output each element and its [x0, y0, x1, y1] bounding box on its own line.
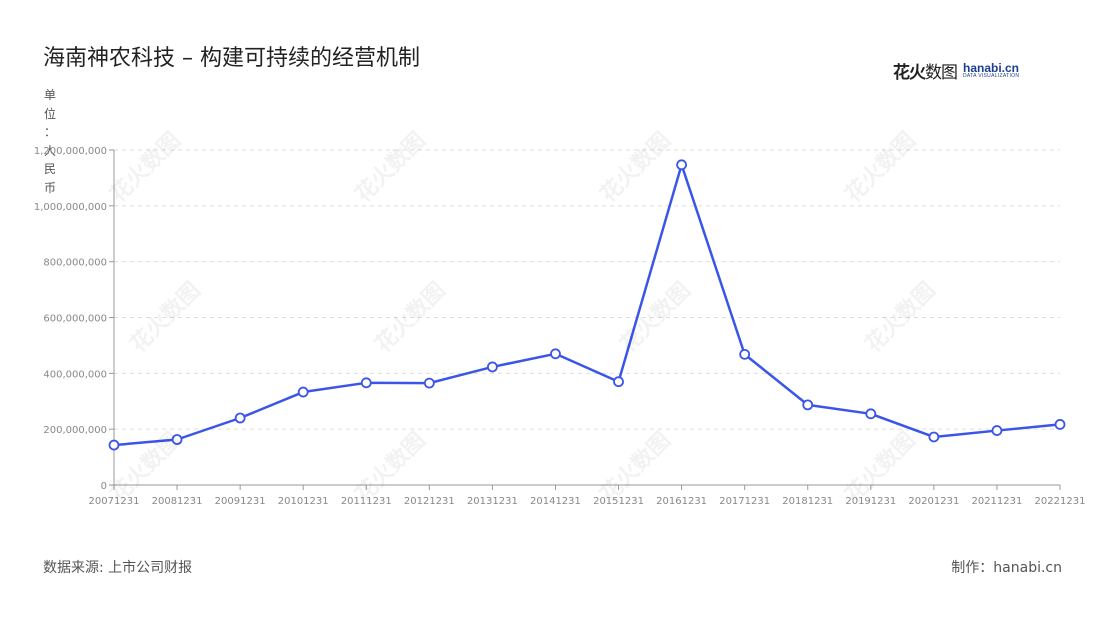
data-point[interactable] — [550, 348, 561, 360]
series-layer — [108, 159, 1066, 451]
data-point[interactable] — [234, 412, 246, 424]
data-point[interactable] — [676, 159, 687, 171]
x-tick-label: 20181231 — [782, 496, 833, 507]
y-tick-label: 400,000,000 — [43, 369, 107, 380]
x-tick-label: 20141231 — [530, 496, 581, 507]
data-point[interactable] — [1054, 419, 1066, 430]
x-tick-label: 20151231 — [593, 496, 644, 507]
data-point[interactable] — [613, 376, 624, 388]
maker-credit: 制作：hanabi.cn — [951, 560, 1062, 576]
series-line — [113, 163, 1061, 447]
y-axis-ticks: 0 200,000,000 400,000,000 600,000,000 800,00… — [34, 146, 115, 492]
logo-en-word: hanabi.cn — [963, 61, 1020, 75]
x-tick-label: 20111231 — [341, 496, 392, 507]
data-point[interactable] — [928, 431, 940, 443]
x-tick-label: 20071231 — [89, 496, 140, 507]
x-tick-label: 20191231 — [845, 496, 896, 507]
chart-title: 海南神农科技 – 构建可持续的经营机制 — [43, 46, 420, 71]
x-tick-label: 20101231 — [278, 496, 329, 507]
logo-cn-thin: 数图 — [925, 63, 958, 83]
x-tick-label: 20161231 — [656, 496, 707, 507]
x-tick-label: 20201231 — [908, 496, 959, 507]
y-tick-label: 0 — [101, 481, 107, 492]
logo-cn-bold: 花火 — [893, 63, 926, 83]
data-source-note: 数据来源: 上市公司财报 — [43, 560, 193, 576]
data-point[interactable] — [108, 439, 120, 451]
y-tick-label: 200,000,000 — [43, 425, 107, 436]
x-tick-label: 20171231 — [719, 496, 770, 507]
y-tick-label: 1,200,000,000 — [34, 146, 107, 157]
unit-label-char: 人 — [43, 143, 56, 158]
unit-label-char: 币 — [43, 180, 56, 195]
x-tick-label: 20081231 — [152, 496, 203, 507]
data-point[interactable] — [297, 386, 309, 398]
data-point[interactable] — [171, 434, 183, 445]
logo-en-sub: DATA VISUALIZATION — [963, 73, 1020, 79]
logo-english: hanabi.cn DATA VISUALIZATION — [963, 62, 1019, 79]
y-tick-label: 800,000,000 — [43, 258, 107, 269]
x-tick-label: 20131231 — [467, 496, 518, 507]
grid-lines — [114, 149, 1060, 430]
data-point[interactable] — [486, 361, 498, 373]
x-tick-label: 20221231 — [1035, 496, 1086, 507]
unit-label-char: ： — [43, 125, 56, 139]
data-point[interactable] — [865, 408, 877, 420]
y-tick-label: 600,000,000 — [43, 314, 107, 325]
y-axis-unit-label: 单位 ： 人民币 — [43, 86, 57, 197]
data-point[interactable] — [739, 348, 751, 360]
unit-label-char: 民 — [43, 162, 56, 176]
brand-logo: 花火数图 hanabi.cn DATA VISUALIZATION — [893, 58, 1019, 83]
unit-label-char: 单 — [43, 88, 56, 102]
data-point[interactable] — [802, 399, 814, 411]
x-tick-label: 20121231 — [404, 496, 455, 507]
logo-chinese-text: 花火数图 — [893, 58, 958, 83]
unit-label-char: 位 — [43, 106, 56, 121]
x-tick-label: 20091231 — [215, 496, 266, 507]
data-point[interactable] — [991, 425, 1003, 436]
y-tick-label: 1,000,000,000 — [34, 202, 107, 213]
x-axis: 20071231 20081231 20091231 20101231 20111231… — [89, 484, 1086, 507]
data-point[interactable] — [360, 377, 372, 389]
x-tick-label: 20211231 — [971, 496, 1022, 507]
data-point[interactable] — [423, 377, 435, 389]
